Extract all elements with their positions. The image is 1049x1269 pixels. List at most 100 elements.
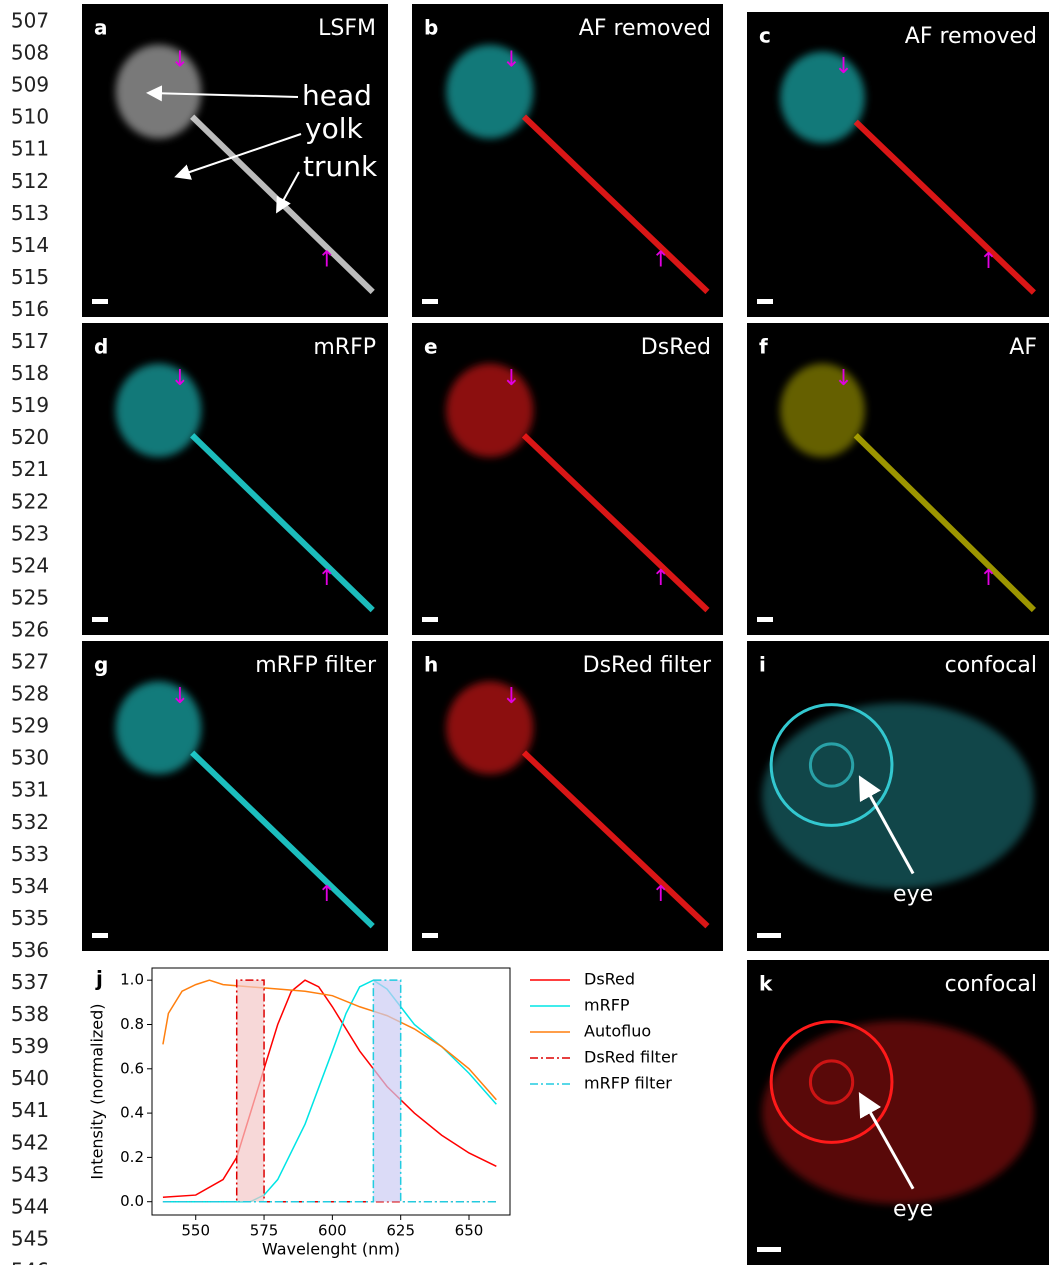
line-number: 537	[11, 970, 49, 994]
line-number: 520	[11, 425, 49, 449]
marker-arrow: ↓	[171, 684, 189, 709]
legend-label: DsRed filter	[584, 1048, 678, 1067]
panel-letter: d	[94, 335, 108, 359]
panel-letter: h	[424, 653, 438, 677]
panel-letter: f	[759, 335, 768, 359]
panel-title: AF removed	[905, 24, 1037, 49]
line-number: 536	[11, 938, 49, 962]
marker-arrow: ↑	[652, 248, 670, 273]
line-number: 509	[11, 73, 49, 97]
line-number: 526	[11, 617, 49, 641]
line-number: 530	[11, 746, 49, 770]
line-number: 545	[11, 1226, 49, 1250]
line-number: 512	[11, 169, 49, 193]
marker-arrow: ↓	[171, 47, 189, 72]
line-number: 510	[11, 105, 49, 129]
panel-letter: b	[424, 16, 438, 40]
marker-arrow: ↑	[318, 882, 336, 907]
line-number: 513	[11, 201, 49, 225]
x-tick-label: 650	[455, 1222, 484, 1240]
line-number: 533	[11, 842, 49, 866]
annotation: head	[302, 79, 372, 112]
x-tick-label: 575	[250, 1222, 279, 1240]
series-line	[163, 980, 496, 1100]
panel: ↓ ↑ b AF removed	[412, 4, 723, 317]
line-number: 519	[11, 393, 49, 417]
scale-bar	[757, 299, 773, 304]
panel-letter: e	[424, 335, 438, 359]
panel: ↓↑dmRFP	[82, 323, 388, 635]
series-line	[163, 980, 496, 1202]
tissue	[762, 1021, 1034, 1204]
panel-title: DsRed filter	[583, 653, 712, 678]
line-number: 543	[11, 1162, 49, 1186]
line-number: 532	[11, 810, 49, 834]
line-number: 535	[11, 906, 49, 930]
panel-letter: a	[94, 16, 108, 40]
tissue	[762, 703, 1034, 889]
x-axis-label: Wavelenght (nm)	[262, 1240, 400, 1259]
series-line	[163, 980, 496, 1202]
filter-band	[163, 980, 496, 1202]
panel-letter: g	[94, 653, 108, 677]
panel: ↓ ↑ g mRFP filter	[82, 641, 388, 951]
line-number: 541	[11, 1098, 49, 1122]
scale-bar	[757, 617, 773, 622]
line-number: 527	[11, 650, 49, 674]
panel-title: mRFP filter	[255, 653, 377, 678]
marker-arrow: ↓	[502, 47, 520, 72]
panel: ↓ ↑ h DsRed filter	[412, 641, 723, 951]
marker-arrow: ↓	[502, 684, 520, 709]
line-number: 521	[11, 457, 49, 481]
figure: 5075085095105115125135145155165175185195…	[0, 0, 1049, 1265]
panel-title: mRFP	[313, 335, 376, 360]
panel-title: LSFM	[318, 16, 376, 41]
marker-arrow: ↑	[652, 566, 670, 591]
marker-arrow: ↓	[834, 54, 852, 79]
y-tick-label: 1.0	[120, 971, 144, 989]
y-tick-label: 0.4	[120, 1104, 144, 1122]
line-number: 546	[11, 1258, 49, 1265]
panel-title: AF	[1009, 335, 1037, 360]
y-tick-label: 0.6	[120, 1059, 144, 1077]
scale-bar	[422, 933, 438, 938]
legend-label: Autofluo	[584, 1022, 651, 1041]
marker-arrow: ↑	[979, 566, 997, 591]
line-number: 529	[11, 714, 49, 738]
x-tick-label: 600	[318, 1222, 347, 1240]
line-number: 524	[11, 553, 49, 577]
x-tick-label: 550	[181, 1222, 210, 1240]
legend-label: mRFP	[584, 996, 630, 1015]
legend-label: mRFP filter	[584, 1074, 672, 1093]
panel-title: confocal	[945, 653, 1037, 678]
scale-bar	[757, 1247, 781, 1252]
line-number: 540	[11, 1066, 49, 1090]
series-line	[163, 980, 496, 1197]
marker-arrow: ↑	[652, 882, 670, 907]
filter-band	[163, 980, 496, 1202]
panel-title: AF removed	[579, 16, 711, 41]
line-number: 507	[11, 9, 49, 33]
marker-arrow: ↓	[834, 366, 852, 391]
line-number: 514	[11, 233, 49, 257]
scale-bar	[422, 299, 438, 304]
x-tick-label: 625	[386, 1222, 415, 1240]
marker-arrow: ↑	[318, 566, 336, 591]
y-tick-label: 0.2	[120, 1148, 144, 1166]
panel-letter: k	[759, 972, 773, 996]
line-number: 508	[11, 41, 49, 65]
line-number: 516	[11, 297, 49, 321]
line-number: 544	[11, 1194, 49, 1218]
annotation: eye	[893, 882, 933, 907]
panel-letter: c	[759, 24, 771, 48]
series-line	[163, 980, 496, 1202]
line-number: 517	[11, 329, 49, 353]
panel: ↓ ↑ c AF removed	[747, 12, 1049, 317]
panel: ↓ ↑ f AF	[747, 323, 1049, 635]
legend-label: DsRed	[584, 970, 635, 989]
line-number: 539	[11, 1034, 49, 1058]
y-tick-label: 0.0	[120, 1192, 144, 1210]
y-tick-label: 0.8	[120, 1015, 144, 1033]
line-number: 515	[11, 265, 49, 289]
marker-arrow: ↑	[979, 249, 997, 274]
